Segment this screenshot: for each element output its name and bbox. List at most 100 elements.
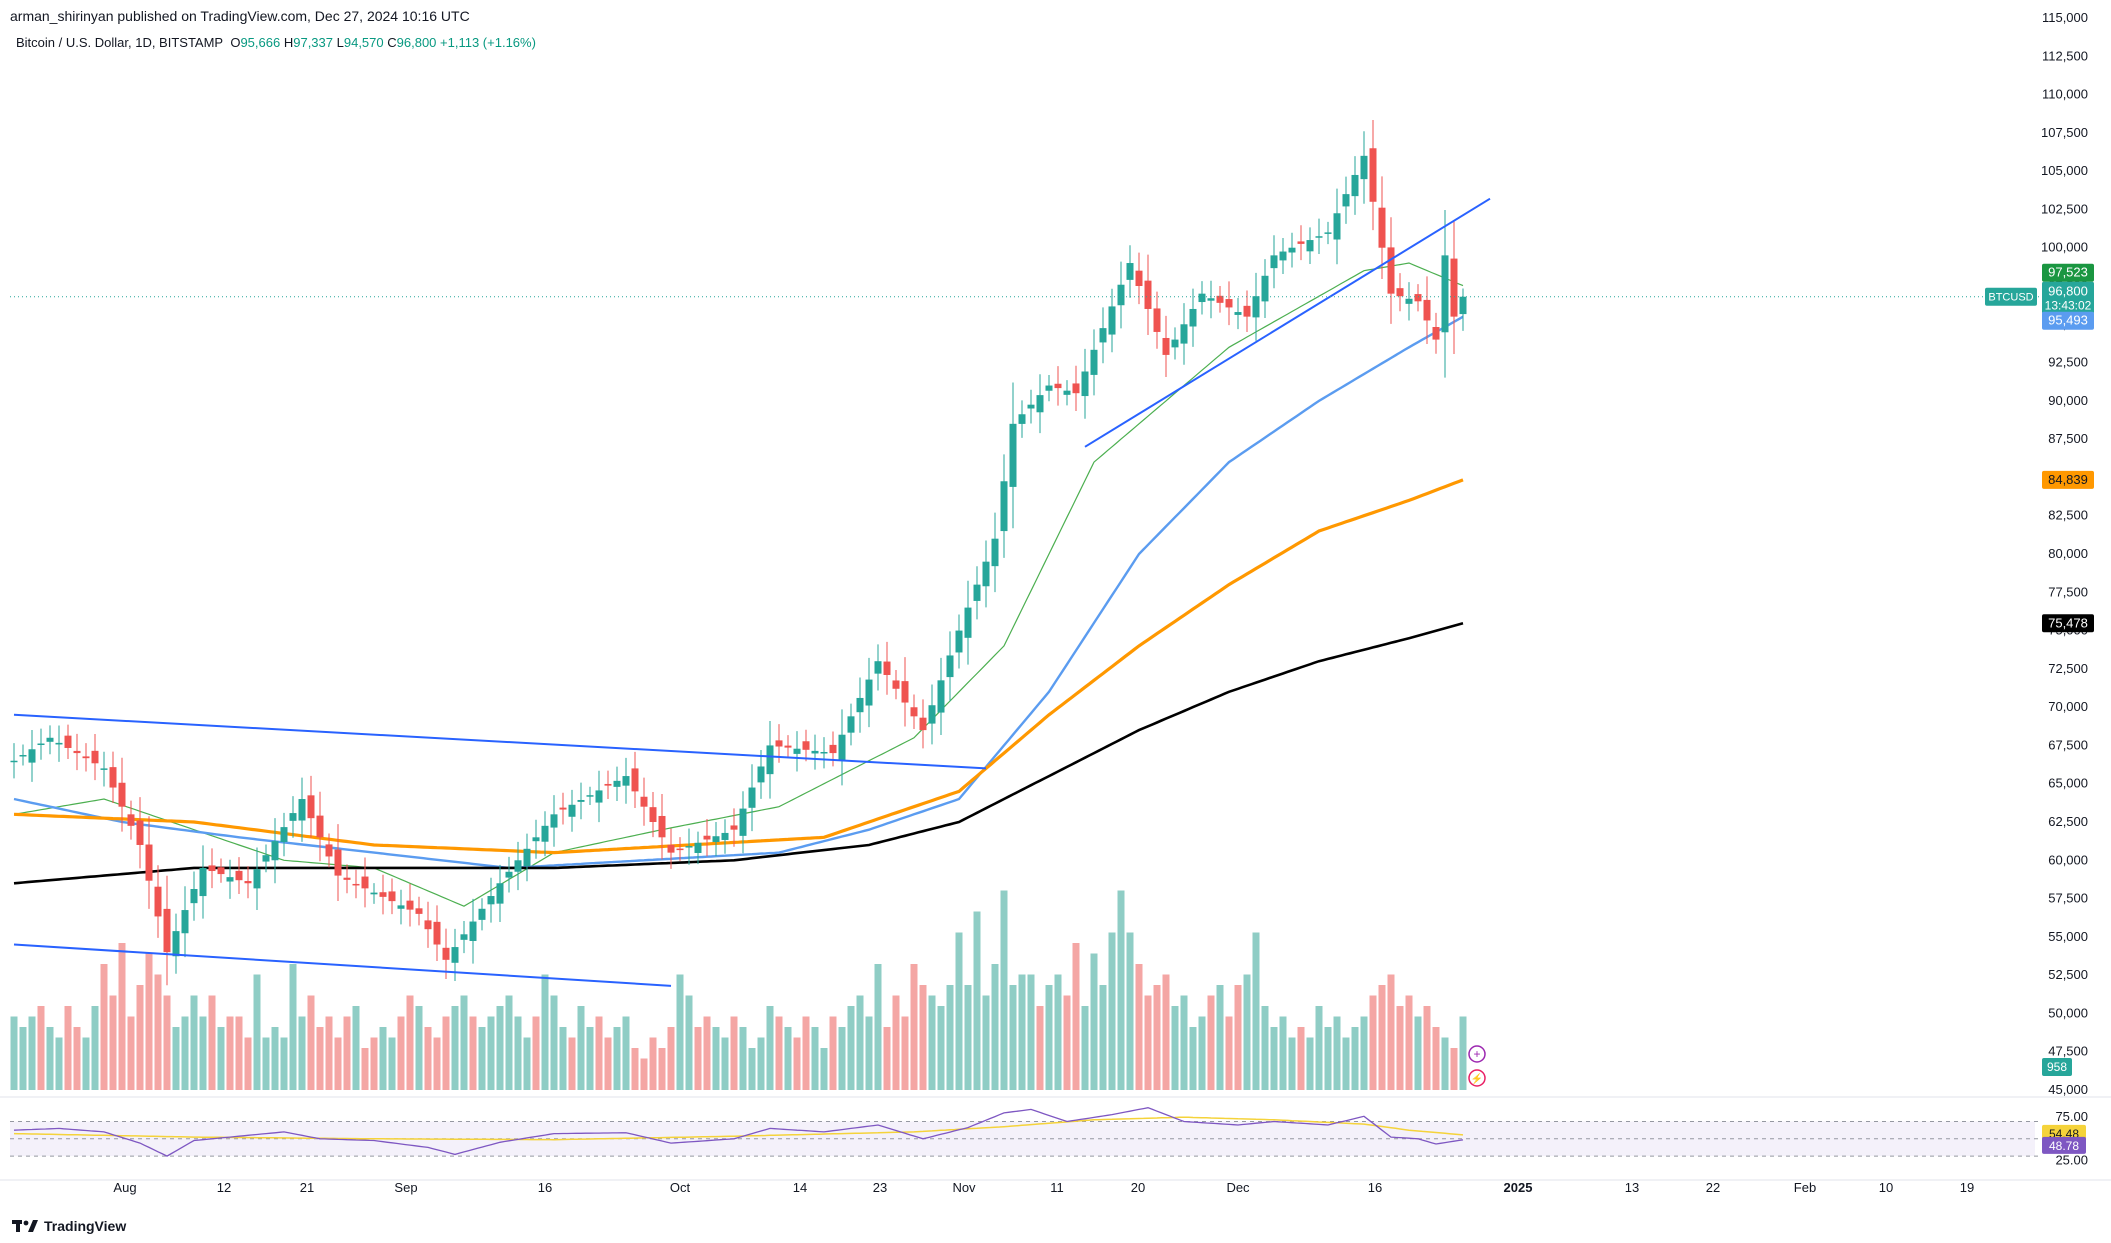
candle-body: [1081, 371, 1089, 397]
volume-bar: [1189, 1027, 1197, 1090]
time-axis-tick: Dec: [1226, 1180, 1250, 1195]
time-axis-tick: Nov: [952, 1180, 976, 1195]
volume-bar: [622, 1016, 630, 1090]
time-axis-tick: Aug: [113, 1180, 136, 1195]
volume-bar: [1378, 985, 1386, 1090]
candle-body: [451, 947, 459, 963]
candle-body: [595, 790, 603, 803]
volume-bar: [802, 1016, 810, 1090]
time-axis-tick: 2025: [1504, 1180, 1533, 1195]
candle-body: [1288, 247, 1296, 253]
candle-body: [1297, 241, 1305, 244]
candle-body: [541, 825, 549, 842]
volume-bar: [1018, 974, 1026, 1090]
volume-bar: [100, 964, 108, 1090]
candle-body: [136, 820, 144, 845]
candle-body: [109, 767, 117, 788]
rsi-value-label: [2042, 1136, 2086, 1154]
time-axis-tick: 23: [873, 1180, 887, 1195]
candle-body: [577, 799, 585, 802]
volume-bar: [901, 1016, 909, 1090]
candle-body: [1072, 383, 1080, 394]
symbol-tag: [1985, 287, 2037, 306]
volume-bar: [721, 1037, 729, 1090]
volume-bar: [892, 995, 900, 1090]
volume-bar: [820, 1048, 828, 1090]
volume-bar: [235, 1016, 243, 1090]
lightning-icon-glyph: ⚡: [1471, 1072, 1483, 1085]
volume-bar: [1252, 932, 1260, 1090]
volume-bar: [1144, 995, 1152, 1090]
candle-body: [244, 881, 252, 884]
candle-body: [1279, 251, 1287, 261]
candle-body: [622, 776, 630, 786]
ema20-price-value: 97,523: [2048, 265, 2088, 280]
volume-bar: [730, 1016, 738, 1090]
volume-bar: [352, 1006, 360, 1090]
candle-body: [1180, 324, 1188, 344]
candle-body: [208, 865, 216, 872]
candle-body: [811, 750, 819, 754]
candle-body: [199, 867, 207, 897]
volume-bar: [982, 995, 990, 1090]
volume-bar: [1396, 1006, 1404, 1090]
candle-body: [379, 892, 387, 897]
lightning-icon[interactable]: [1468, 1069, 1486, 1087]
volume-bar: [280, 1037, 288, 1090]
volume-bar: [163, 995, 171, 1090]
volume-bar: [316, 1027, 324, 1090]
channel-upper-trendline[interactable]: [13, 713, 987, 770]
open-label: O: [230, 35, 241, 50]
candle-body: [46, 737, 54, 742]
volume-bar: [55, 1037, 63, 1090]
time-axis-tick: Feb: [1794, 1180, 1816, 1195]
rsi-ma-line: [13, 1116, 1464, 1141]
candle-body: [145, 844, 153, 881]
plus-icon[interactable]: [1468, 1045, 1486, 1063]
candle-body: [910, 707, 918, 717]
volume-bar: [64, 1006, 72, 1090]
publisher-credit: arman_shirinyan published on TradingView…: [10, 8, 470, 24]
candle-body: [1090, 349, 1098, 375]
rising-support-trendline[interactable]: [1084, 197, 1491, 448]
candle-body: [676, 848, 684, 851]
volume-bar: [514, 1016, 522, 1090]
candle-body: [1396, 288, 1404, 297]
rsi-axis-tick: 75.00: [2055, 1109, 2088, 1124]
candle-body: [829, 744, 837, 754]
volume-bar: [1279, 1016, 1287, 1090]
volume-bar: [703, 1016, 711, 1090]
candle-body: [442, 947, 450, 960]
volume-bar: [766, 1006, 774, 1090]
volume-bar: [1153, 985, 1161, 1090]
volume-bar: [136, 985, 144, 1090]
candle-body: [37, 743, 45, 746]
volume-bar: [793, 1037, 801, 1090]
volume-bar: [1198, 1016, 1206, 1090]
volume-bar: [1126, 932, 1134, 1090]
channel-lower-trendline[interactable]: [13, 943, 672, 987]
candle-body: [469, 921, 477, 941]
time-axis-tick: 22: [1706, 1180, 1720, 1195]
volume-bar: [910, 964, 918, 1090]
volume-bar: [1108, 932, 1116, 1090]
low-label: L: [336, 35, 344, 50]
volume-bar: [1135, 964, 1143, 1090]
volume-bar: [559, 1027, 567, 1090]
tradingview-logo: TradingView: [12, 1218, 126, 1234]
candle-body: [982, 561, 990, 587]
candle-body: [235, 870, 243, 881]
price-axis-tick: 87,500: [2048, 431, 2088, 446]
volume-bar: [118, 943, 126, 1090]
volume-bar: [190, 995, 198, 1090]
candle-body: [1018, 414, 1026, 424]
candle-body: [892, 680, 900, 689]
price-axis-tick: 72,500: [2048, 661, 2088, 676]
candle-body: [433, 921, 441, 945]
candle-body: [388, 891, 396, 902]
time-axis-tick: 13: [1625, 1180, 1639, 1195]
price-axis-tick: 50,000: [2048, 1005, 2088, 1020]
candle-body: [82, 756, 90, 759]
volume-bar: [1225, 1016, 1233, 1090]
